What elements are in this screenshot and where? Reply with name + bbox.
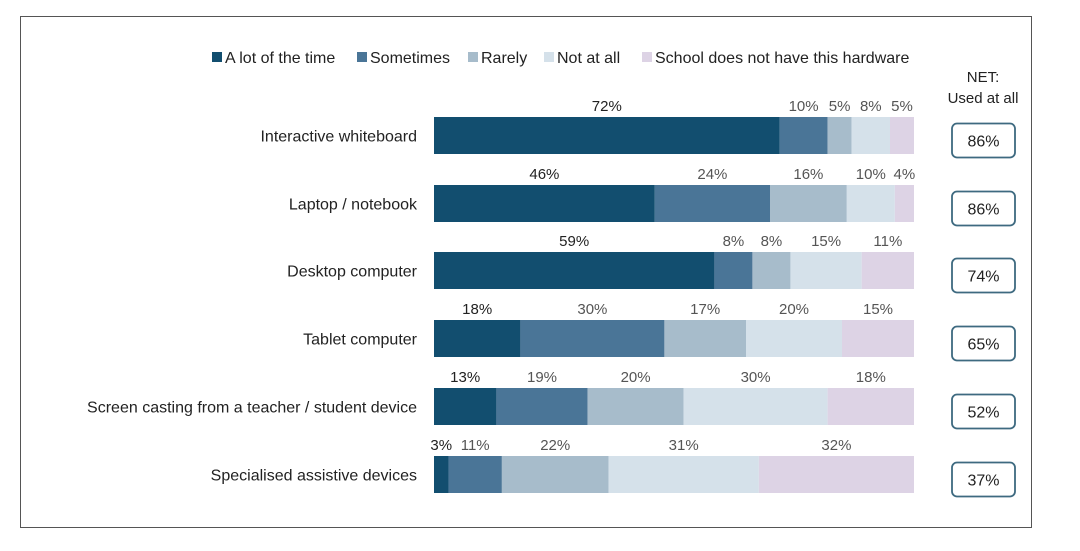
- net-value: 86%: [967, 134, 999, 151]
- category-label: Laptop / notebook: [289, 197, 418, 214]
- bars: [434, 117, 914, 493]
- bar-segment: [434, 320, 521, 357]
- data-label: 16%: [793, 166, 823, 183]
- legend: A lot of the time Sometimes Rarely Not at a…: [212, 50, 909, 67]
- data-label: 17%: [690, 301, 720, 318]
- bar-segment: [790, 252, 862, 289]
- data-label: 22%: [540, 437, 570, 454]
- net-box: [951, 325, 1016, 362]
- bar-segment: [827, 388, 914, 425]
- data-label: 46%: [529, 166, 559, 183]
- data-label: 10%: [789, 98, 819, 115]
- bar-segment: [846, 185, 895, 222]
- net-box: [951, 257, 1016, 294]
- data-label: 5%: [829, 98, 851, 115]
- data-label: 3%: [430, 437, 452, 454]
- legend-label-3: Rarely: [481, 50, 527, 67]
- data-label: 19%: [527, 369, 557, 386]
- bar-segment: [501, 456, 609, 493]
- data-label: 10%: [856, 166, 886, 183]
- bar-segment: [842, 320, 914, 357]
- net-header-line2: Used at all: [948, 90, 1019, 107]
- net-header-line1: NET:: [967, 69, 1000, 86]
- legend-label-4: Not at all: [557, 50, 620, 67]
- net-value: 65%: [967, 337, 999, 354]
- net-value: 86%: [967, 202, 999, 219]
- net-box: [951, 190, 1016, 227]
- data-label: 59%: [559, 233, 589, 250]
- category-label: Interactive whiteboard: [260, 129, 417, 146]
- data-label: 4%: [894, 166, 916, 183]
- net-value: 37%: [967, 473, 999, 490]
- bar-segment: [714, 252, 753, 289]
- net-box: [951, 122, 1016, 159]
- data-label: 30%: [741, 369, 771, 386]
- data-label: 15%: [811, 233, 841, 250]
- data-label: 5%: [891, 98, 913, 115]
- data-label: 15%: [863, 301, 893, 318]
- bar-segment: [890, 117, 914, 154]
- data-label: 72%: [592, 98, 622, 115]
- data-label: 32%: [821, 437, 851, 454]
- data-label: 31%: [669, 437, 699, 454]
- data-label: 11%: [873, 233, 902, 250]
- bar-segment: [587, 388, 684, 425]
- data-label: 24%: [697, 166, 727, 183]
- bar-segment: [758, 456, 914, 493]
- net-box: [951, 461, 1016, 498]
- bar-segment: [827, 117, 852, 154]
- bar-segment: [779, 117, 828, 154]
- value-labels: 72% 10% 5% 8% 5% 46% 24% 16% 10% 4% 59% 8% 8% 15% 11% 1…: [430, 98, 915, 454]
- bar-segment: [434, 185, 655, 222]
- category-label: Specialised assistive devices: [211, 468, 417, 485]
- bar-segment: [851, 117, 890, 154]
- legend-label-1: A lot of the time: [225, 50, 335, 67]
- data-label: 8%: [761, 233, 783, 250]
- data-label: 18%: [856, 369, 886, 386]
- category-labels: Interactive whiteboard Laptop / notebook D…: [87, 129, 418, 485]
- legend-label-2: Sometimes: [370, 50, 450, 67]
- bar-segment: [752, 252, 791, 289]
- bar-segment: [664, 320, 746, 357]
- bar-segment: [654, 185, 770, 222]
- category-label: Tablet computer: [303, 332, 418, 349]
- net-column: NET: Used at all 86% 86% 74% 65% 52% 37%: [948, 69, 1019, 498]
- legend-swatch-1: [212, 52, 222, 62]
- bar-segment: [434, 252, 715, 289]
- bar-segment: [448, 456, 502, 493]
- bar-segment: [861, 252, 914, 289]
- bar-segment: [683, 388, 828, 425]
- data-label: 30%: [577, 301, 607, 318]
- bar-segment: [770, 185, 847, 222]
- data-label: 20%: [621, 369, 651, 386]
- net-box: [951, 393, 1016, 430]
- data-label: 8%: [860, 98, 882, 115]
- bar-segment: [434, 117, 780, 154]
- category-label: Screen casting from a teacher / student …: [87, 400, 417, 417]
- legend-swatch-5: [642, 52, 652, 62]
- data-label: 13%: [450, 369, 480, 386]
- legend-swatch-2: [357, 52, 367, 62]
- bar-segment: [496, 388, 588, 425]
- bar-segment: [434, 388, 497, 425]
- bar-segment: [434, 456, 449, 493]
- bar-segment: [520, 320, 665, 357]
- bar-segment: [608, 456, 759, 493]
- legend-label-5: School does not have this hardware: [655, 50, 909, 67]
- data-label: 20%: [779, 301, 809, 318]
- net-value: 74%: [967, 269, 999, 286]
- bar-segment: [746, 320, 842, 357]
- legend-swatch-3: [468, 52, 478, 62]
- data-label: 18%: [462, 301, 492, 318]
- legend-swatch-4: [544, 52, 554, 62]
- category-label: Desktop computer: [287, 264, 418, 281]
- bar-segment: [894, 185, 914, 222]
- data-label: 11%: [461, 437, 490, 454]
- net-value: 52%: [967, 405, 999, 422]
- data-label: 8%: [723, 233, 745, 250]
